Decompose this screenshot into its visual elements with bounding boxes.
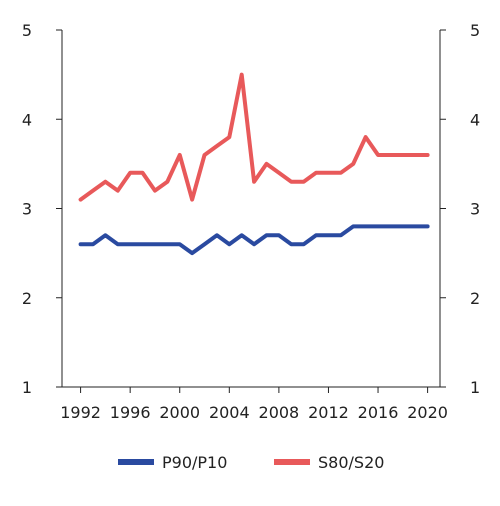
legend-swatch-s80-s20 [274, 459, 310, 465]
x-axis: 1992 1996 2000 2004 2008 2012 2016 2020 [60, 386, 448, 422]
x-tick-label: 1992 [60, 403, 101, 422]
x-tick-label: 2008 [259, 403, 300, 422]
left-y-tick-label: 3 [22, 200, 32, 219]
left-y-tick-label: 2 [22, 289, 32, 308]
left-y-tick-label: 4 [22, 110, 32, 129]
x-tick-label: 2004 [209, 403, 250, 422]
legend: P90/P10 S80/S20 [0, 440, 500, 480]
left-y-tick-label: 1 [22, 378, 32, 397]
legend-label-s80-s20: S80/S20 [318, 452, 385, 472]
x-tick-label: 2000 [159, 403, 200, 422]
x-tick-label: 2012 [308, 403, 349, 422]
legend-item-p90-p10: P90/P10 [118, 452, 227, 472]
series-layer [78, 72, 430, 256]
series-line-s80-s20 [78, 72, 430, 202]
right-y-axis: 1 2 3 4 5 [439, 21, 480, 397]
series-line-p90-p10 [78, 224, 430, 256]
right-y-tick-label: 3 [470, 200, 480, 219]
left-y-axis: 1 2 3 4 5 [22, 21, 63, 397]
right-y-tick-label: 5 [470, 21, 480, 40]
line-chart: 1 2 3 4 5 1 2 3 4 5 1992 1996 2000 2004 2008 2012 2016… [22, 21, 480, 422]
right-y-tick-label: 2 [470, 289, 480, 308]
x-tick-label: 2016 [358, 403, 399, 422]
legend-label-p90-p10: P90/P10 [162, 452, 228, 472]
legend-item-s80-s20: S80/S20 [274, 452, 384, 472]
left-y-tick-label: 5 [22, 21, 32, 40]
legend-swatch-p90-p10 [118, 459, 154, 465]
x-tick-label: 2020 [407, 403, 448, 422]
right-y-tick-label: 1 [470, 378, 480, 397]
right-y-tick-label: 4 [470, 110, 480, 129]
x-tick-label: 1996 [110, 403, 151, 422]
